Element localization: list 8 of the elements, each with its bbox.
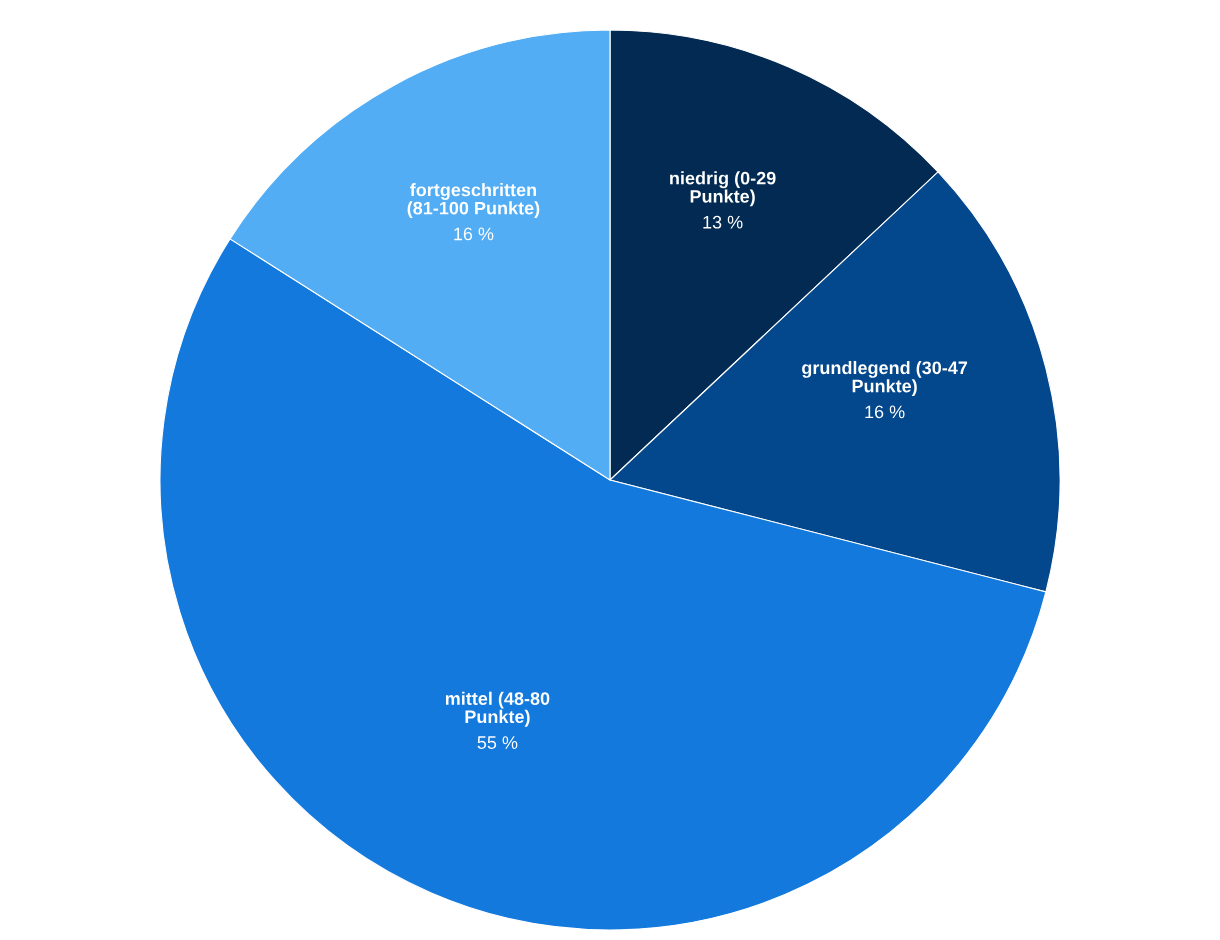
data-label: 16 %: [454, 227, 494, 241]
slice-label: niedrig (0-29 Punkte): [670, 171, 776, 207]
slice-label: mittel (48-80 Punkte): [445, 691, 550, 727]
slice-label: grundlegend (30-47 Punkte): [802, 360, 968, 396]
data-label: 16 %: [865, 405, 905, 419]
slice-label: fortgeschritten (81-100 Punkte): [407, 183, 540, 219]
data-label: 55 %: [477, 736, 518, 749]
data-label: 13 %: [703, 215, 743, 229]
